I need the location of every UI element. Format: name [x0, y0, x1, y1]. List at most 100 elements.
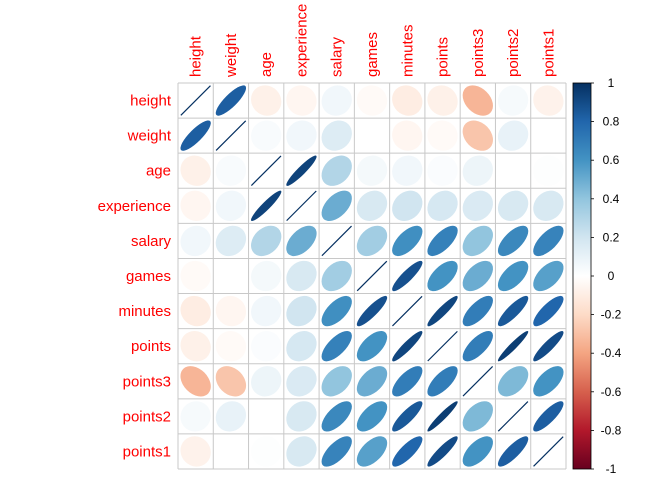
cell-weight-points: [427, 120, 458, 151]
cell-points2-weight: [215, 401, 247, 432]
cell-height-points3: [462, 85, 493, 116]
cell-games-height: [180, 260, 211, 292]
row-label-games: games: [126, 268, 171, 285]
column-label-minutes: minutes: [399, 24, 416, 77]
cell-height-salary: [321, 85, 352, 116]
cell-experience-points: [427, 190, 458, 221]
cell-weight-height: [180, 120, 211, 151]
column-label-games: games: [364, 32, 381, 77]
diagonal-mark-points1: [533, 436, 564, 467]
cell-points3-height: [180, 366, 211, 397]
cell-points-points1: [533, 331, 564, 362]
cell-salary-points1: [533, 225, 564, 257]
cell-points2-minutes: [392, 401, 423, 432]
cell-salary-minutes: [392, 225, 423, 257]
cell-minutes-height: [180, 295, 211, 327]
cell-points1-games: [356, 436, 388, 467]
row-label-age: age: [146, 163, 171, 180]
colorbar-ticks: 1 0.8 0.6 0.4 0.2 0 -0.2 -0.4 -0.6 -0.8 -1: [591, 76, 622, 476]
cell-height-games: [356, 85, 388, 116]
cell-weight-points1: [533, 120, 564, 151]
cell-points2-points3: [462, 401, 493, 432]
row-label-experience: experience: [98, 198, 171, 215]
cell-points3-minutes: [392, 366, 423, 397]
column-label-height: height: [188, 35, 205, 77]
cell-points2-points1: [533, 401, 564, 432]
cell-points1-minutes: [392, 436, 423, 467]
cell-points2-salary: [321, 401, 352, 432]
row-label-points1: points1: [123, 443, 171, 460]
cell-points3-weight: [215, 366, 247, 397]
cell-experience-weight: [215, 190, 247, 221]
row-label-salary: salary: [131, 233, 172, 250]
cell-experience-minutes: [392, 190, 423, 221]
cell-age-experience: [286, 155, 317, 186]
cell-points3-experience: [286, 366, 317, 397]
cell-weight-minutes: [392, 120, 423, 151]
cell-minutes-games: [356, 295, 388, 327]
cell-games-experience: [286, 260, 317, 292]
diagonal-mark-points2: [497, 401, 529, 432]
cell-games-points3: [462, 260, 493, 292]
cell-games-salary: [321, 260, 352, 292]
row-label-minutes: minutes: [118, 303, 171, 320]
colorbar-tick-label: 0.6: [603, 153, 620, 167]
grid-lines: [177, 82, 567, 470]
cell-experience-height: [180, 190, 211, 221]
cell-points-points3: [462, 331, 493, 362]
colorbar-gradient: [572, 82, 592, 470]
cell-experience-age: [251, 190, 282, 221]
cell-height-points1: [533, 85, 564, 116]
cell-experience-points3: [462, 190, 493, 221]
diagonal-mark-points: [427, 330, 458, 362]
cell-salary-points2: [497, 225, 529, 257]
colorbar-tick-label: 1: [608, 76, 615, 90]
cell-points1-height: [180, 436, 211, 467]
cell-minutes-points2: [497, 295, 529, 327]
cell-minutes-salary: [321, 295, 352, 327]
cell-minutes-weight: [215, 295, 247, 327]
cell-points1-salary: [321, 436, 352, 467]
cell-weight-games: [356, 120, 388, 151]
diagonal-mark-experience: [286, 190, 317, 222]
cell-salary-height: [180, 225, 211, 257]
cell-points-experience: [286, 331, 317, 362]
cell-height-experience: [286, 85, 317, 116]
cell-games-minutes: [392, 260, 423, 292]
cell-points2-experience: [286, 401, 317, 432]
cell-points2-points: [427, 401, 458, 432]
column-label-age: age: [258, 52, 275, 77]
cell-height-age: [251, 85, 282, 116]
row-label-points3: points3: [123, 373, 171, 390]
colorbar: 1 0.8 0.6 0.4 0.2 0 -0.2 -0.4 -0.6 -0.8 -1: [572, 76, 622, 476]
cell-points1-points2: [497, 436, 529, 467]
cell-age-minutes: [392, 155, 423, 186]
colorbar-tick-label: -0.8: [601, 423, 622, 437]
cell-minutes-points: [427, 295, 458, 327]
cell-age-height: [180, 155, 211, 186]
cell-weight-points2: [497, 120, 529, 151]
cell-points2-height: [180, 401, 211, 432]
cell-age-points3: [462, 155, 493, 186]
column-labels: height weight age experience salary games minu…: [188, 4, 558, 78]
cell-experience-points1: [533, 190, 564, 221]
cell-points-weight: [215, 331, 247, 362]
cell-height-points: [427, 85, 458, 116]
colorbar-tick-label: -0.6: [601, 385, 622, 399]
cell-points3-games: [356, 366, 388, 397]
cell-points1-experience: [286, 436, 317, 467]
colorbar-tick-label: -1: [606, 462, 617, 476]
cell-weight-points3: [462, 120, 493, 151]
cell-height-points2: [497, 85, 529, 116]
cell-points2-games: [356, 401, 388, 432]
diagonal-mark-minutes: [392, 295, 423, 327]
cell-games-age: [251, 260, 282, 292]
diagonal-mark-points3: [462, 366, 494, 397]
colorbar-tick-label: -0.4: [601, 346, 622, 360]
cell-points-minutes: [392, 331, 423, 362]
column-label-points1: points1: [540, 29, 557, 77]
cell-salary-points: [427, 225, 458, 257]
cell-points-height: [180, 331, 211, 362]
row-label-weight: weight: [127, 128, 172, 145]
diagonal-mark-height: [180, 85, 211, 116]
